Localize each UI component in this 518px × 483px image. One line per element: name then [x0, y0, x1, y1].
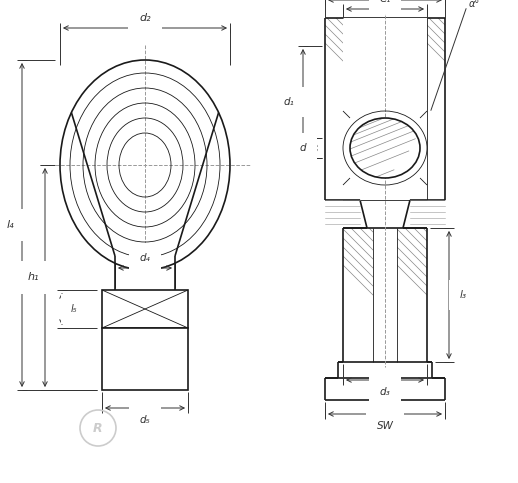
PathPatch shape	[350, 118, 420, 178]
Ellipse shape	[350, 118, 420, 178]
Polygon shape	[102, 328, 188, 390]
Text: d₁: d₁	[284, 97, 294, 107]
Text: d: d	[300, 143, 306, 153]
Polygon shape	[427, 18, 445, 200]
Text: d₃: d₃	[380, 387, 391, 397]
Polygon shape	[397, 228, 427, 362]
Polygon shape	[325, 18, 343, 200]
Polygon shape	[427, 18, 445, 200]
Polygon shape	[343, 228, 373, 362]
Text: l₅: l₅	[70, 304, 77, 314]
Text: l₃: l₃	[459, 290, 467, 300]
Bar	[343, 18, 427, 200]
Text: d₅: d₅	[140, 415, 150, 425]
Bar	[373, 228, 397, 362]
Polygon shape	[102, 290, 188, 328]
Text: R: R	[93, 422, 103, 435]
Text: l₄: l₄	[6, 220, 14, 230]
Text: SW: SW	[377, 421, 394, 431]
Polygon shape	[325, 18, 343, 200]
Ellipse shape	[60, 60, 230, 270]
Text: d₂: d₂	[139, 13, 151, 23]
Text: α°: α°	[469, 0, 480, 9]
Text: C₁: C₁	[379, 0, 391, 4]
Text: h₁: h₁	[27, 272, 39, 283]
Text: d₄: d₄	[140, 253, 150, 263]
